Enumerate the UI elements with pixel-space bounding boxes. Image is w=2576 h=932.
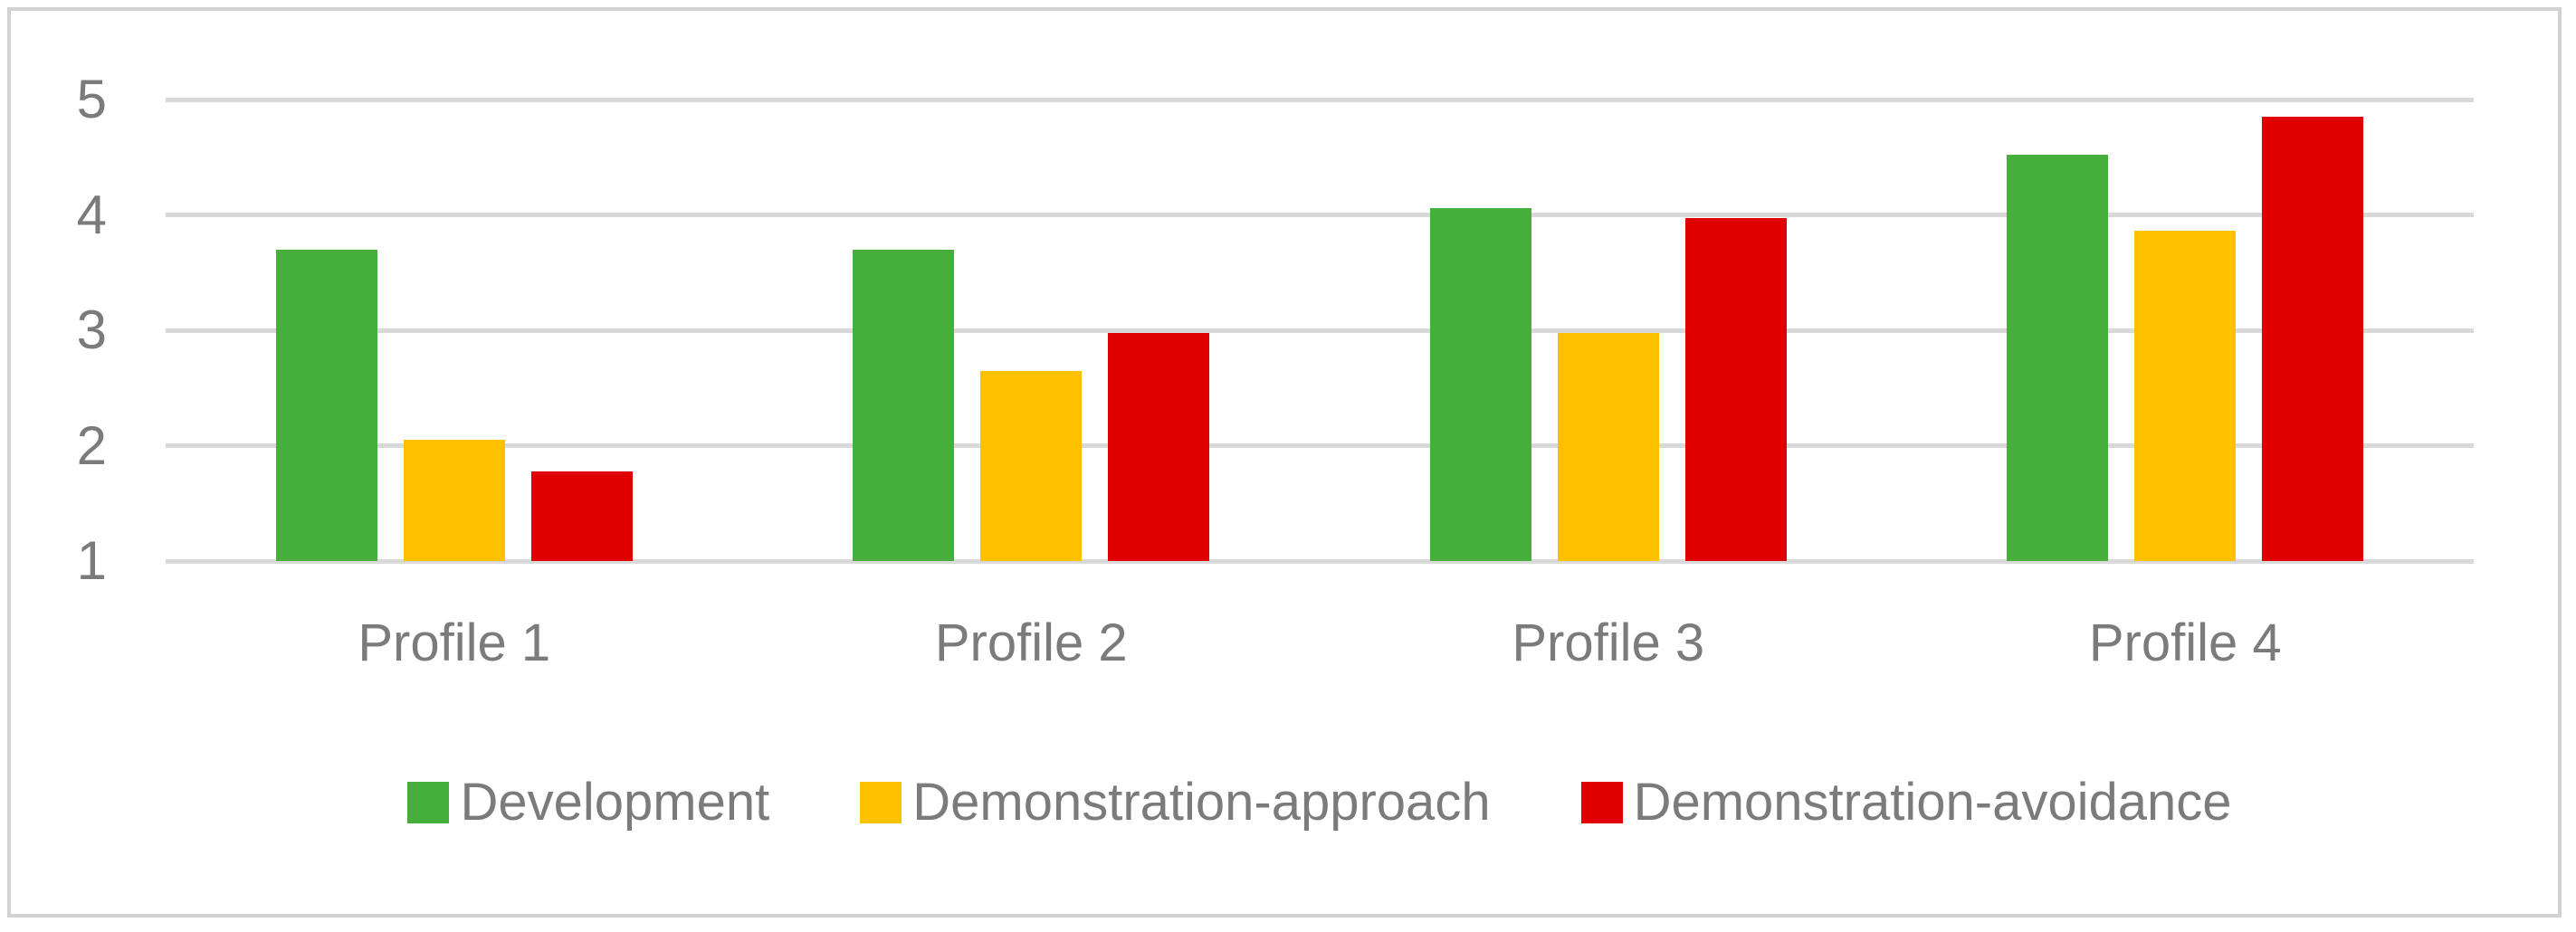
gridline-y-2: [166, 443, 2474, 448]
y-tick-label-4: 4: [76, 184, 107, 245]
bar-demonstration-avoidance-profile-2: [1108, 332, 1210, 561]
bar-demonstration-avoidance-profile-4: [2262, 117, 2364, 561]
y-tick-label-1: 1: [76, 530, 107, 591]
bar-development-profile-4: [2007, 155, 2109, 561]
legend-label-development: Development: [460, 773, 770, 832]
gridline-y-1: [166, 558, 2474, 564]
y-tick-label-5: 5: [76, 69, 107, 129]
y-tick-label-3: 3: [76, 300, 107, 360]
legend-swatch-demonstration-approach: [860, 782, 902, 823]
bar-demonstration-approach-profile-3: [1557, 332, 1659, 561]
legend-swatch-development: [407, 782, 450, 823]
legend-label-demonstration-avoidance: Demonstration-avoidance: [1633, 773, 2232, 832]
legend-label-demonstration-approach: Demonstration-approach: [912, 773, 1491, 832]
legend-swatch-demonstration-avoidance: [1580, 782, 1623, 823]
legend-entry-demonstration-approach: Demonstration-approach: [860, 773, 1491, 832]
y-tick-label-2: 2: [76, 414, 107, 476]
legend-entry-demonstration-avoidance: Demonstration-avoidance: [1580, 773, 2232, 832]
bar-development-profile-1: [275, 249, 377, 561]
x-category-label-profile-3: Profile 3: [1512, 613, 1705, 672]
gridline-y-5: [166, 97, 2474, 102]
chart-legend: Development Demonstration-approach Demonst…: [166, 771, 2474, 834]
bar-demonstration-approach-profile-4: [2134, 231, 2237, 561]
bar-demonstration-approach-profile-2: [980, 370, 1083, 561]
gridline-y-3: [166, 328, 2474, 333]
bar-demonstration-avoidance-profile-1: [530, 471, 633, 561]
bar-demonstration-approach-profile-1: [403, 440, 505, 561]
bar-development-profile-2: [853, 249, 955, 561]
x-category-label-profile-4: Profile 4: [2088, 613, 2282, 672]
legend-entry-development: Development: [407, 775, 769, 831]
x-category-label-profile-2: Profile 2: [934, 613, 1128, 672]
gridline-y-4: [166, 213, 2474, 217]
x-category-label-profile-1: Profile 1: [358, 613, 551, 672]
bar-development-profile-3: [1429, 207, 1531, 561]
bar-demonstration-avoidance-profile-3: [1684, 218, 1787, 561]
